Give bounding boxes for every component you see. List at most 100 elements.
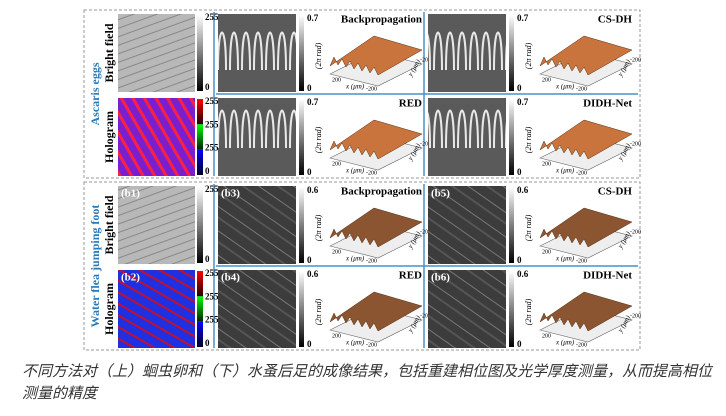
colorbar [197, 187, 203, 263]
colorbar [509, 271, 514, 347]
colorbar-min: 0 [517, 255, 522, 265]
colorbar [299, 271, 304, 347]
unit-label: (2π rad) [314, 298, 323, 325]
colorbar-tick: 255 [205, 315, 219, 325]
axis-tick: -200 [420, 141, 431, 147]
colorbar [299, 15, 304, 91]
colorbar-tick: 255 [205, 119, 219, 129]
colorbar-tick: 255 [205, 291, 219, 301]
axis-tick: -200 [420, 229, 431, 235]
axis-tick: -200 [576, 342, 587, 348]
group-label: Ascaris eggs [88, 62, 102, 125]
method-title: Backpropagation [341, 14, 422, 26]
axis-tick: 200 [542, 333, 551, 339]
row-label: Hologram [102, 111, 116, 163]
colorbar [299, 99, 304, 175]
colorbar [299, 187, 304, 263]
x-axis-label: x (μm) [345, 339, 365, 347]
colorbar-max: 0.6 [307, 269, 319, 279]
colorbar-tick: 255 [205, 184, 219, 194]
colorbar [197, 124, 203, 150]
colorbar-max: 0.6 [517, 185, 529, 195]
colorbar-tick: 255 [205, 96, 219, 106]
colorbar-max: 0.7 [517, 97, 529, 107]
row-label: Bright field [102, 23, 116, 82]
colorbar [197, 296, 203, 322]
surface [539, 119, 633, 160]
method-title: CS-DH [598, 186, 633, 198]
axis-tick: -200 [630, 313, 641, 319]
axis-tick: -200 [576, 86, 587, 92]
axis-tick: 200 [332, 77, 341, 83]
panel-tag: (b3) [221, 188, 240, 200]
method-title: DIDH-Net [583, 270, 632, 282]
x-axis-label: x (μm) [555, 339, 575, 347]
colorbar [197, 321, 203, 347]
phase-image [218, 98, 296, 176]
panel-tag: (b1) [121, 188, 140, 200]
colorbar-min: 0 [307, 167, 312, 177]
colorbar [509, 99, 514, 175]
method-title: Backpropagation [341, 186, 422, 198]
colorbar [197, 271, 203, 297]
colorbar-max: 0.7 [307, 13, 319, 23]
x-axis-label: x (μm) [345, 255, 365, 263]
unit-label: (2π rad) [314, 126, 323, 153]
phase-image [428, 98, 506, 176]
axis-tick: 200 [332, 333, 341, 339]
row-label: Hologram [102, 283, 116, 335]
axis-tick: -200 [576, 258, 587, 264]
row-label: Bright field [102, 195, 116, 254]
phase-image [428, 186, 506, 264]
axis-tick: 200 [542, 249, 551, 255]
x-axis-label: x (μm) [345, 83, 365, 91]
colorbar [197, 99, 203, 125]
phase-image [218, 270, 296, 348]
colorbar-tick: 0 [205, 166, 210, 176]
colorbar-tick: 0 [205, 82, 210, 92]
colorbar-min: 0 [517, 339, 522, 349]
group-box [83, 9, 641, 179]
input-image [118, 98, 195, 176]
colorbar-max: 0.7 [307, 97, 319, 107]
surface [329, 35, 423, 76]
colorbar-min: 0 [517, 83, 522, 93]
colorbar-tick: 0 [205, 338, 210, 348]
axis-tick: 200 [332, 249, 341, 255]
input-image [118, 186, 195, 264]
surface [329, 207, 423, 248]
unit-label: (2π rad) [524, 298, 533, 325]
group-label: Water flea jumping foot [88, 205, 102, 328]
colorbar-min: 0 [307, 255, 312, 265]
input-image [118, 270, 195, 348]
colorbar-tick: 0 [205, 254, 210, 264]
panel-tag: (b4) [221, 272, 240, 284]
group-box [83, 181, 641, 351]
panel-tag: (b5) [431, 188, 450, 200]
x-axis-label: x (μm) [555, 255, 575, 263]
colorbar-max: 0.7 [517, 13, 529, 23]
axis-tick: 200 [332, 161, 341, 167]
unit-label: (2π rad) [524, 42, 533, 69]
colorbar-tick: 255 [205, 143, 219, 153]
axis-tick: -200 [420, 57, 431, 63]
unit-label: (2π rad) [524, 214, 533, 241]
colorbar [197, 15, 203, 91]
unit-label: (2π rad) [314, 214, 323, 241]
unit-label: (2π rad) [314, 42, 323, 69]
colorbar-min: 0 [307, 83, 312, 93]
colorbar [509, 187, 514, 263]
x-axis-label: x (μm) [555, 167, 575, 175]
method-title: RED [399, 98, 422, 110]
unit-label: (2π rad) [524, 126, 533, 153]
surface [539, 207, 633, 248]
phase-image [428, 270, 506, 348]
method-title: RED [399, 270, 422, 282]
colorbar-tick: 255 [205, 12, 219, 22]
colorbar [509, 15, 514, 91]
surface [539, 291, 633, 332]
colorbar-tick: 255 [205, 268, 219, 278]
phase-image [428, 14, 506, 92]
axis-tick: -200 [366, 86, 377, 92]
